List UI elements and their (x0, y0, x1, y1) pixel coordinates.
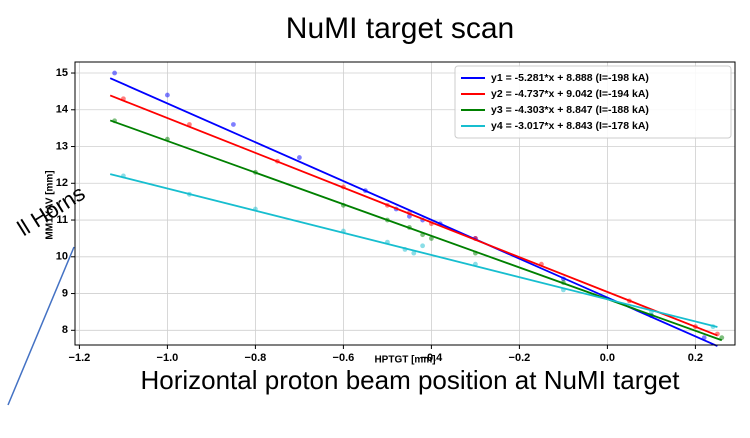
x-axis-label: HPTGT [mm] (374, 355, 435, 366)
legend-label: y1 = -5.281*x + 8.888 (I=-198 kA) (491, 72, 649, 84)
legend-label: y4 = -3.017*x + 8.843 (I=-178 kA) (491, 120, 649, 132)
x-tick-label: −0.2 (509, 352, 531, 364)
y-tick-label: 14 (56, 104, 69, 116)
scatter-point (420, 243, 425, 249)
y-tick-label: 11 (56, 214, 68, 226)
legend-label: y3 = -4.303*x + 8.847 (I=-188 kA) (491, 104, 649, 116)
y-tick-label: 8 (62, 324, 68, 336)
scatter-point (231, 122, 236, 127)
y-tick-label: 12 (56, 177, 68, 189)
scatter-point (407, 213, 412, 219)
x-tick-label: −1.2 (69, 352, 91, 364)
scatter-point (297, 155, 302, 160)
annotation-arrow (7, 246, 75, 406)
fit-line (109, 94, 718, 337)
x-tick-label: −0.6 (333, 352, 355, 364)
caption: Horizontal proton beam position at NuMI … (140, 365, 680, 395)
fit-line (109, 119, 723, 342)
legend-label: y2 = -4.737*x + 9.042 (I=-194 kA) (491, 88, 649, 100)
scatter-point (165, 92, 170, 98)
x-tick-label: −1.0 (157, 352, 179, 364)
plot-area: −1.2 −1.0 −0.8 −0.6 −0.4 −0.2 0.0 0.2 8 9 10 11 12 13… (56, 61, 736, 364)
plot-frame (74, 61, 736, 346)
y-axis-label: MM1XAV [mm] (45, 170, 56, 239)
fit-line (109, 173, 718, 328)
x-tick-label: 0.2 (688, 352, 703, 364)
x-tick-label: 0.0 (600, 352, 615, 364)
x-tick-label: −0.4 (421, 352, 444, 364)
y-tick-label: 15 (56, 67, 68, 79)
scatter-point (112, 70, 117, 76)
x-tick-label: −0.8 (245, 352, 267, 364)
legend: y1 = -5.281*x + 8.888 (I=-198 kA) y2 = -4… (454, 65, 732, 139)
chart-title: NuMI target scan (286, 12, 514, 45)
y-tick-label: 13 (56, 140, 68, 152)
y-tick-label: 10 (56, 251, 68, 263)
y-tick-label: 9 (62, 287, 68, 299)
scatter-point (411, 250, 417, 256)
legend-box (454, 65, 732, 139)
